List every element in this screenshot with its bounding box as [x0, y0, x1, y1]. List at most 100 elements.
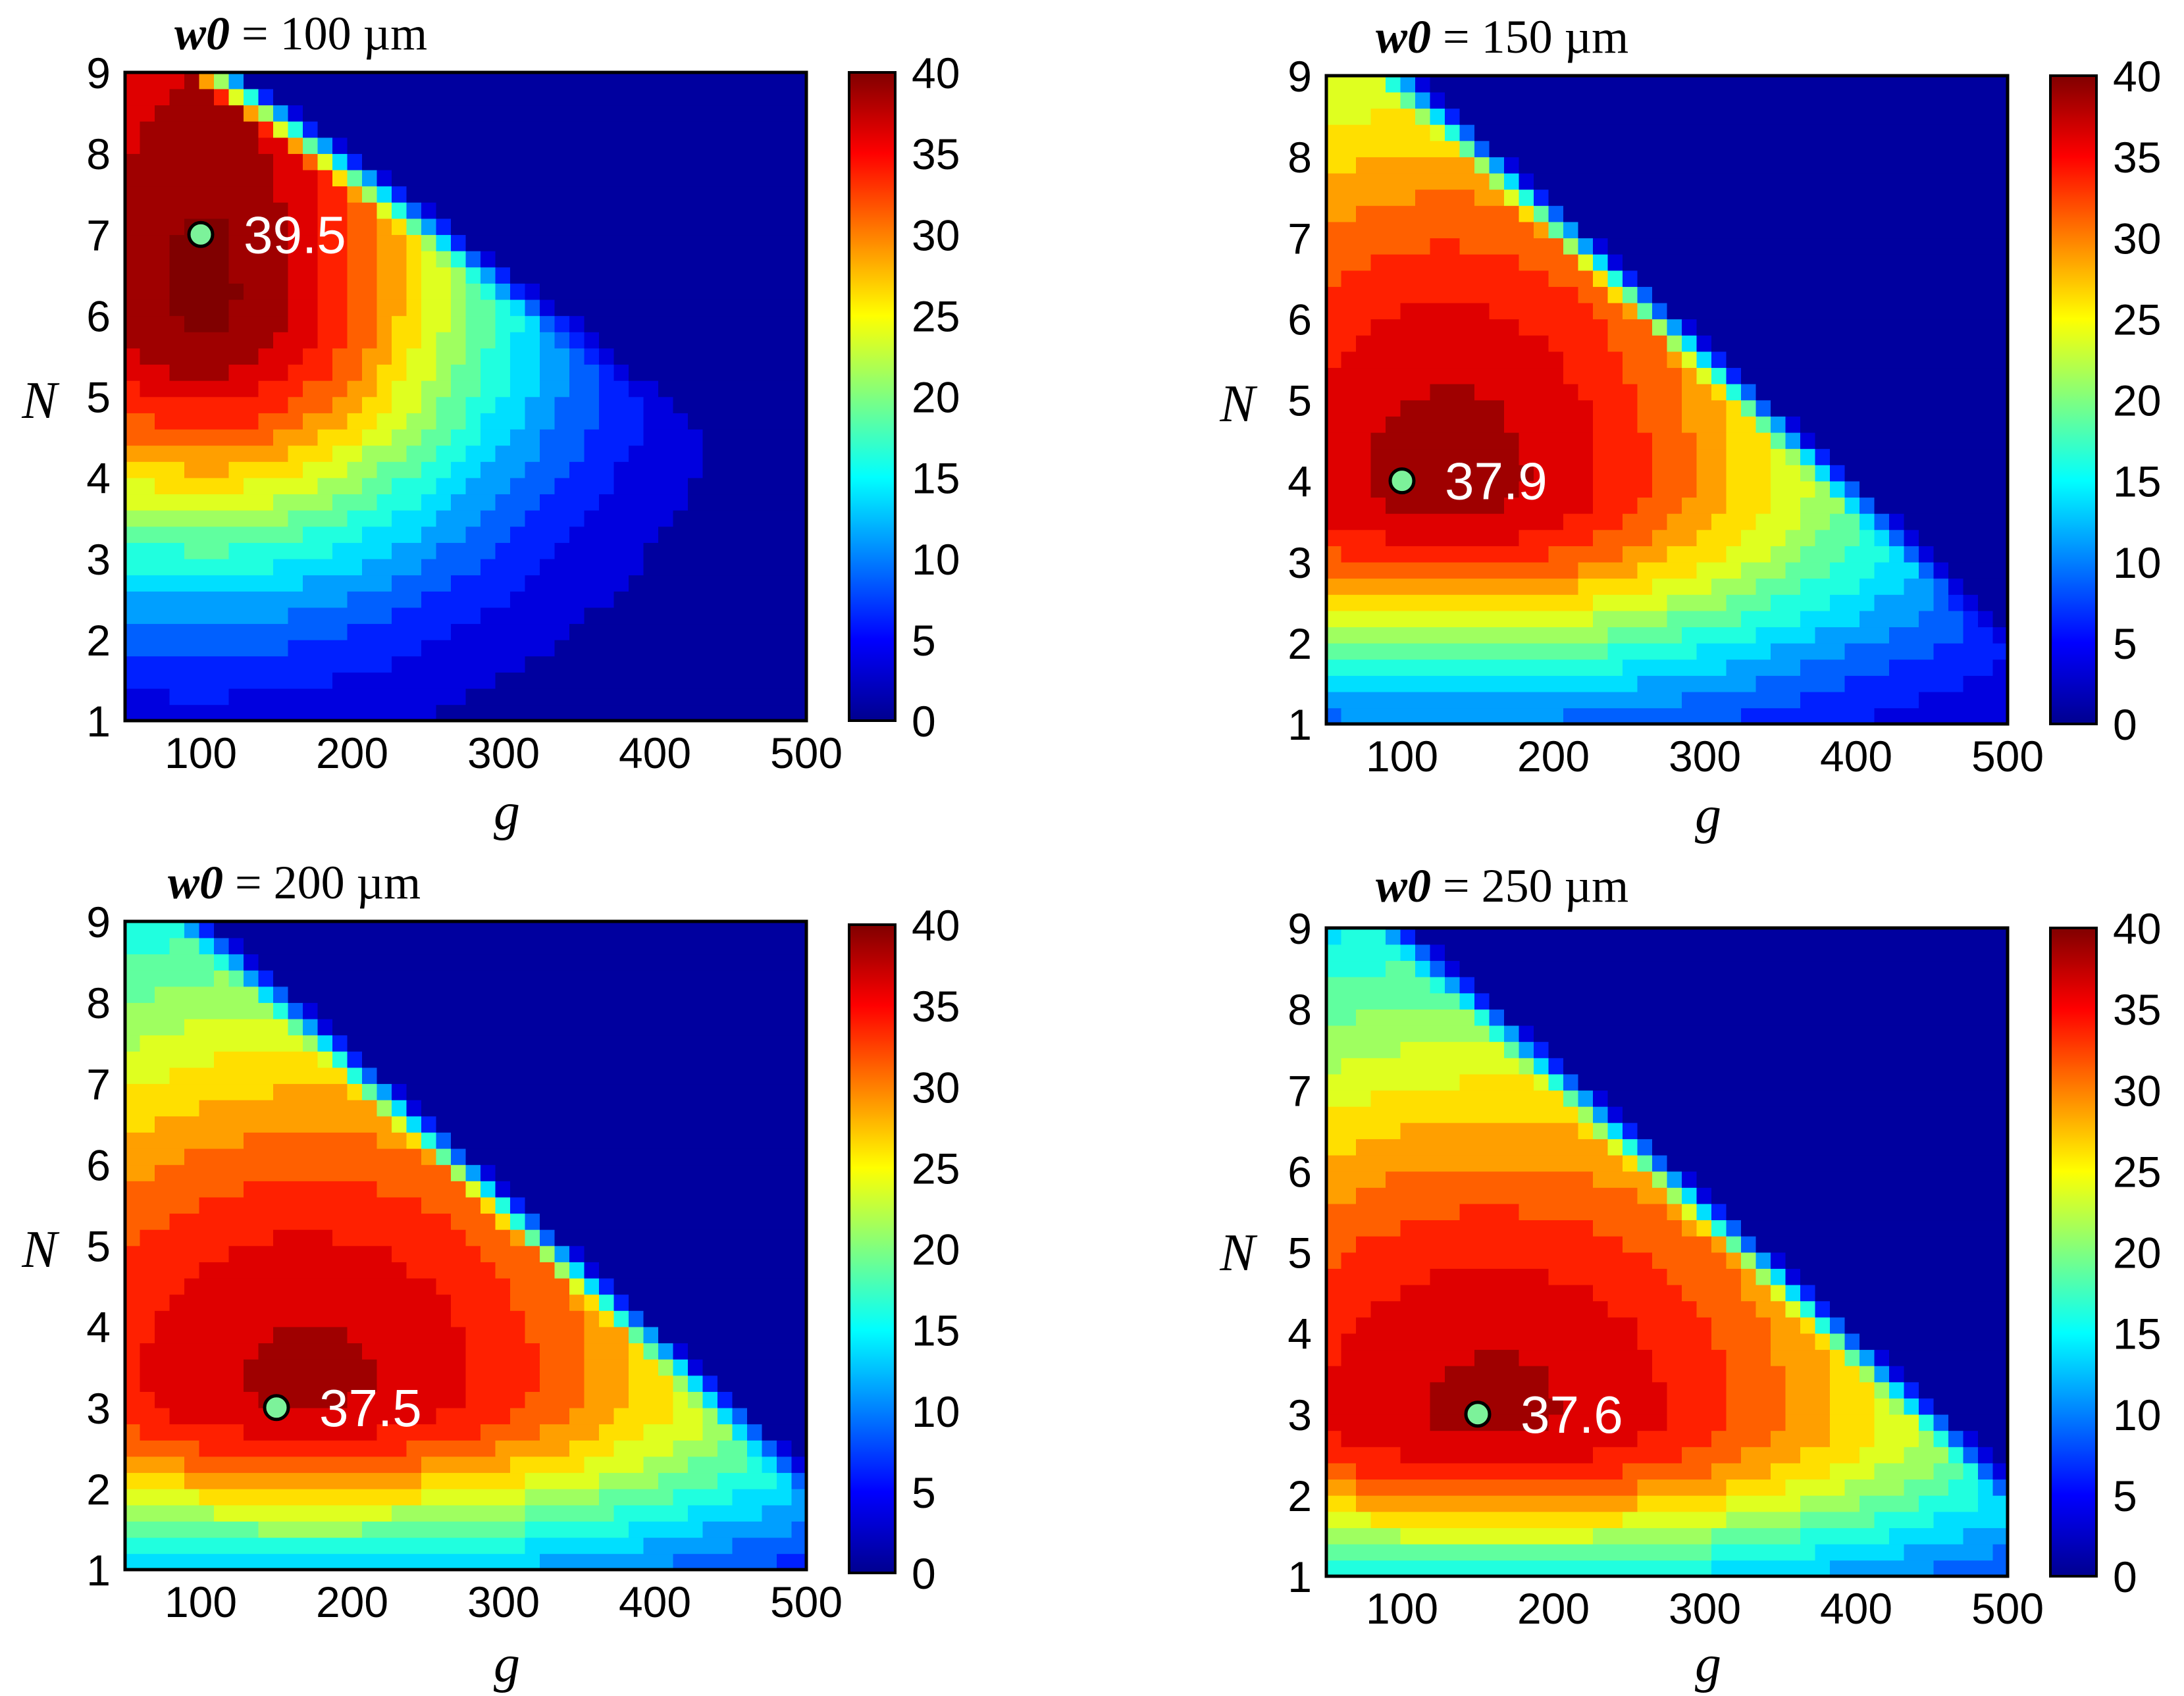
contour-cell: [332, 1213, 348, 1230]
contour-cell: [155, 299, 170, 317]
contour-cell: [481, 1148, 496, 1166]
contour-cell: [1623, 335, 1638, 352]
contour-cell: [465, 1099, 481, 1117]
contour-cell: [1815, 221, 1831, 239]
contour-cell: [554, 202, 570, 219]
contour-cell: [495, 1424, 511, 1441]
contour-cell: [184, 1391, 200, 1408]
contour-cell: [1696, 205, 1712, 222]
contour-cell: [244, 477, 259, 495]
contour-cell: [717, 655, 733, 673]
contour-cell: [214, 526, 230, 543]
contour-cell: [584, 315, 600, 332]
contour-cell: [762, 250, 777, 268]
contour-cell: [1415, 627, 1431, 644]
contour-cell: [1992, 561, 2008, 579]
contour-cell: [1711, 448, 1727, 465]
contour-cell: [155, 105, 170, 122]
contour-cell: [214, 186, 230, 203]
contour-cell: [406, 1440, 422, 1457]
contour-cell: [303, 688, 319, 706]
contour-cell: [1489, 610, 1505, 628]
contour-cell: [643, 623, 659, 640]
contour-cell: [258, 1488, 274, 1506]
contour-cell: [1415, 351, 1431, 369]
contour-cell: [1474, 270, 1490, 287]
contour-cell: [1637, 76, 1653, 93]
contour-cell: [1785, 610, 1801, 628]
contour-cell: [258, 332, 274, 349]
contour-cell: [688, 120, 704, 138]
contour-cell: [1415, 124, 1431, 141]
contour-cell: [184, 575, 200, 592]
contour-cell: [155, 186, 170, 203]
contour-cell: [569, 315, 585, 332]
contour-cell: [288, 347, 303, 365]
contour-cell: [184, 72, 200, 90]
contour-cell: [481, 575, 496, 592]
contour-cell: [1386, 270, 1401, 287]
contour-cell: [1696, 351, 1712, 369]
contour-cell: [451, 1391, 467, 1408]
contour-cell: [1963, 578, 1979, 595]
contour-cell: [495, 623, 511, 640]
contour-cell: [688, 461, 704, 478]
contour-cell: [1830, 513, 1846, 530]
contour-cell: [732, 704, 748, 721]
contour-cell: [495, 332, 511, 349]
contour-cell: [199, 1310, 215, 1327]
contour-cell: [1341, 642, 1357, 660]
contour-cell: [1844, 157, 1860, 174]
contour-cell: [1963, 270, 1979, 287]
contour-cell: [1534, 691, 1549, 709]
contour-cell: [406, 937, 422, 955]
contour-cell: [1933, 91, 1949, 109]
contour-cell: [421, 1213, 437, 1230]
contour-cell: [1637, 189, 1653, 206]
contour-cell: [1386, 189, 1401, 206]
contour-cell: [258, 1358, 274, 1376]
contour-cell: [1830, 627, 1846, 644]
contour-cell: [1696, 448, 1712, 465]
contour-cell: [406, 921, 422, 938]
contour-cell: [1370, 578, 1386, 595]
contour-cell: [436, 575, 452, 592]
contour-cell: [406, 1018, 422, 1036]
contour-cell: [1800, 302, 1816, 320]
contour-cell: [1933, 659, 1949, 676]
contour-cell: [1785, 480, 1801, 498]
contour-cell: [540, 575, 556, 592]
contour-cell: [273, 1440, 289, 1457]
contour-cell: [481, 921, 496, 938]
contour-cell: [554, 315, 570, 332]
contour-cell: [1726, 513, 1742, 530]
contour-cell: [228, 1099, 244, 1117]
contour-cell: [1889, 659, 1905, 676]
contour-cell: [155, 1035, 170, 1052]
contour-cell: [1563, 610, 1579, 628]
contour-cell: [140, 1407, 155, 1425]
contour-cell: [199, 688, 215, 706]
contour-cell: [1489, 691, 1505, 709]
contour-cell: [1696, 578, 1712, 595]
contour-cell: [1415, 480, 1431, 498]
contour-cell: [1563, 335, 1579, 352]
contour-cell: [1948, 707, 1964, 725]
contour-cell: [1741, 642, 1757, 660]
contour-cell: [273, 283, 289, 300]
contour-cell: [258, 607, 274, 625]
contour-cell: [244, 332, 259, 349]
contour-cell: [421, 1132, 437, 1149]
contour-cell: [1415, 140, 1431, 157]
contour-cell: [184, 1277, 200, 1295]
contour-cell: [303, 1213, 319, 1230]
contour-cell: [1400, 172, 1416, 190]
contour-cell: [569, 509, 585, 527]
contour-cell: [362, 120, 378, 138]
contour-cell: [599, 72, 615, 90]
contour-cell: [199, 1002, 215, 1019]
contour-cell: [377, 364, 392, 381]
contour-cell: [1963, 627, 1979, 644]
contour-cell: [1948, 594, 1964, 611]
contour-cell: [1919, 253, 1935, 271]
